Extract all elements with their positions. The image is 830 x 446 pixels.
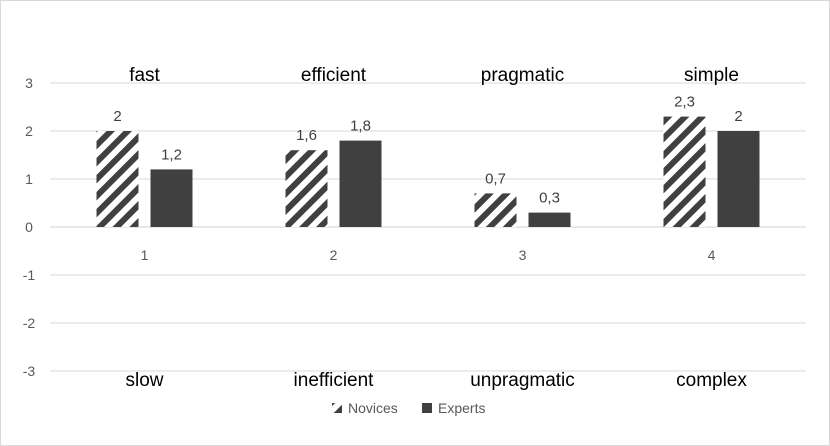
novices-legend-label: Novices <box>348 400 398 416</box>
y-tick-label: -2 <box>23 315 36 331</box>
novices-bar <box>285 150 328 227</box>
data-label: 2,3 <box>674 94 695 111</box>
y-tick-label: -3 <box>23 363 36 379</box>
y-tick-label: -1 <box>23 267 36 283</box>
data-label: 1,2 <box>161 146 182 163</box>
novices-bar <box>96 131 139 227</box>
data-label: 1,8 <box>350 118 371 135</box>
experts-bar <box>339 140 382 227</box>
negative-pole-label: slow <box>125 370 163 391</box>
positive-pole-label: simple <box>684 65 739 86</box>
y-axis-ticks: 3 2 1 0 -1 -2 -3 <box>23 75 36 379</box>
novices-bar <box>663 116 706 227</box>
experts-bar <box>717 131 760 227</box>
y-tick-label: 0 <box>25 219 33 235</box>
data-labels: 2 1,2 1,6 1,8 0,7 0,3 2,3 2 <box>113 94 742 207</box>
positive-pole-label: pragmatic <box>481 65 564 86</box>
experts-bar <box>150 169 193 227</box>
experts-legend-label: Experts <box>438 400 485 416</box>
semantic-labels: fast slow efficient inefficient pragmatic unp… <box>125 65 747 391</box>
x-tick-label: 2 <box>330 247 338 263</box>
experts-bar <box>528 212 571 227</box>
novices-legend-swatch <box>332 403 342 413</box>
data-label: 2 <box>734 108 742 125</box>
data-label: 2 <box>113 108 121 125</box>
bars <box>96 116 760 227</box>
novices-bar <box>474 193 517 227</box>
data-label: 0,7 <box>485 170 506 187</box>
positive-pole-label: efficient <box>301 65 367 86</box>
negative-pole-label: complex <box>676 370 747 391</box>
legend: Novices Experts <box>332 400 485 416</box>
negative-pole-label: unpragmatic <box>470 370 575 391</box>
x-tick-label: 3 <box>519 247 527 263</box>
data-label: 1,6 <box>296 127 317 144</box>
data-label: 0,3 <box>539 190 560 207</box>
category-labels: 1 2 3 4 <box>141 247 716 263</box>
y-tick-label: 1 <box>25 171 33 187</box>
positive-pole-label: fast <box>129 65 160 86</box>
x-tick-label: 4 <box>708 247 716 263</box>
experts-legend-swatch <box>422 403 432 413</box>
y-tick-label: 2 <box>25 123 33 139</box>
y-tick-label: 3 <box>25 75 33 91</box>
x-tick-label: 1 <box>141 247 149 263</box>
negative-pole-label: inefficient <box>294 370 375 391</box>
